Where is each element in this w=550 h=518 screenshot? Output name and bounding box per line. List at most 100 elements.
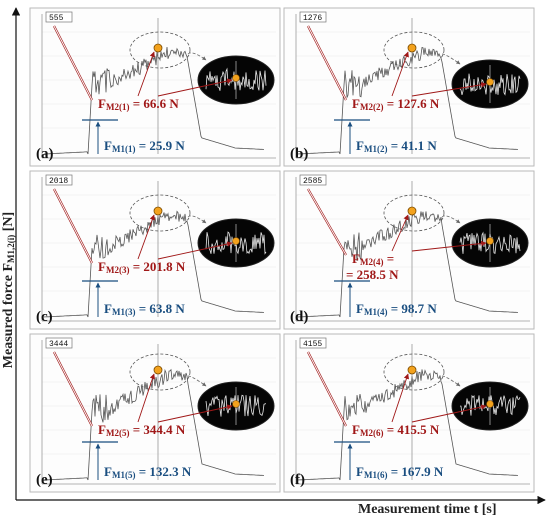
fm1-symbol: F bbox=[356, 464, 364, 479]
peak-marker bbox=[407, 206, 417, 216]
zoom-marker bbox=[232, 400, 240, 408]
readout-value: 555 bbox=[49, 14, 64, 23]
zoom-arrow bbox=[187, 215, 207, 224]
readout-box bbox=[45, 337, 73, 349]
panel-letter: (b) bbox=[290, 146, 308, 162]
fm1-subscript: M1(5) bbox=[112, 470, 136, 480]
readout-box bbox=[299, 174, 327, 186]
fm2-subscript: M2(6) bbox=[360, 428, 384, 438]
fm1-label: FM1(1) = 25.9 N bbox=[104, 138, 185, 154]
panel-letter: (f) bbox=[290, 472, 305, 488]
peak-marker bbox=[153, 43, 163, 53]
fm2-arrow-zoom bbox=[157, 78, 233, 97]
fm2-value: = 415.5 N bbox=[383, 422, 439, 437]
readout-box bbox=[45, 174, 73, 186]
fm1-label: FM1(2) = 41.1 N bbox=[356, 138, 437, 154]
fm2-arrow-inner bbox=[307, 25, 347, 101]
peak-highlight-ellipse bbox=[383, 31, 445, 69]
fm1-value: = 132.3 N bbox=[135, 464, 191, 479]
fm1-label: FM1(3) = 63.8 N bbox=[104, 301, 185, 317]
fm2-arrow-zoom bbox=[411, 82, 487, 97]
fm2-arrow-inner bbox=[53, 188, 93, 264]
fm2-value: = bbox=[383, 251, 394, 266]
fm1-symbol: F bbox=[356, 301, 364, 316]
fm1-value: = 25.9 N bbox=[135, 138, 185, 153]
fm2-value: = 66.6 N bbox=[129, 96, 179, 111]
fm2-value: = 201.8 N bbox=[129, 259, 185, 274]
peak-marker bbox=[153, 206, 163, 216]
zoom-marker bbox=[232, 74, 240, 82]
fm1-symbol: F bbox=[356, 138, 364, 153]
fm2-label: FM2(6) = 415.5 N bbox=[352, 422, 440, 438]
y-axis-label-sub: M1,2(i) bbox=[6, 235, 16, 263]
fm2-arrow-inner bbox=[307, 188, 347, 256]
fm1-value: = 167.9 N bbox=[387, 464, 443, 479]
fm1-symbol: F bbox=[104, 301, 112, 316]
fm2-arrow-peak bbox=[391, 51, 409, 97]
fm2-subscript: M2(4) bbox=[360, 257, 384, 267]
fm1-label: FM1(5) = 132.3 N bbox=[104, 464, 192, 480]
peak-highlight-ellipse bbox=[129, 31, 191, 69]
fm1-value: = 41.1 N bbox=[387, 138, 437, 153]
fm2-arrow-inner bbox=[53, 351, 93, 427]
fm2-symbol: F bbox=[352, 96, 360, 111]
force-curve bbox=[297, 369, 518, 481]
zoom-arrow bbox=[441, 215, 461, 224]
fm2-subscript: M2(2) bbox=[360, 102, 384, 112]
force-curve bbox=[297, 47, 518, 155]
readout-value: 2018 bbox=[49, 177, 68, 186]
fm1-symbol: F bbox=[104, 464, 112, 479]
peak-marker bbox=[153, 365, 163, 375]
fm1-value: = 63.8 N bbox=[135, 301, 185, 316]
fm1-label: FM1(4) = 98.7 N bbox=[356, 301, 437, 317]
fm1-subscript: M1(4) bbox=[364, 307, 388, 317]
zoom-arrow bbox=[187, 52, 207, 61]
fm2-label: FM2(3) = 201.8 N bbox=[98, 259, 186, 275]
fm1-subscript: M1(1) bbox=[112, 144, 136, 154]
zoom-marker bbox=[486, 78, 494, 86]
fm2-label: FM2(5) = 344.4 N bbox=[98, 422, 186, 438]
y-axis-label-unit: [N] bbox=[1, 212, 16, 235]
fm2-arrow-peak bbox=[137, 373, 156, 423]
peak-highlight-ellipse bbox=[383, 194, 445, 232]
fm1-subscript: M1(3) bbox=[112, 307, 136, 317]
fm2-symbol: F bbox=[352, 422, 360, 437]
fm2-value: = 127.6 N bbox=[383, 96, 439, 111]
readout-value: 1276 bbox=[303, 14, 322, 23]
zoom-marker bbox=[486, 400, 494, 408]
fm2-value: = 344.4 N bbox=[129, 422, 185, 437]
y-axis-label: Measured force FM1,2(i) [N] bbox=[1, 212, 16, 368]
fm2-arrow-inner bbox=[53, 25, 93, 101]
fm2-arrow-inner bbox=[307, 351, 347, 427]
fm1-value: = 98.7 N bbox=[387, 301, 437, 316]
readout-box bbox=[299, 11, 327, 23]
readout-box bbox=[45, 11, 73, 23]
readout-box bbox=[299, 337, 327, 349]
fm1-symbol: F bbox=[104, 138, 112, 153]
panel-letter: (a) bbox=[36, 146, 54, 162]
force-curve bbox=[43, 210, 264, 318]
peak-marker bbox=[407, 365, 417, 375]
fm2-subscript: M2(1) bbox=[106, 102, 130, 112]
fm2-arrow-zoom bbox=[411, 240, 487, 252]
fm2-label-line2: = 258.5 N bbox=[346, 267, 399, 282]
zoom-arrow bbox=[441, 375, 461, 387]
zoom-arrow bbox=[187, 375, 207, 387]
fm2-symbol: F bbox=[352, 251, 360, 266]
zoom-arrow bbox=[441, 53, 461, 65]
fm2-arrow-zoom bbox=[157, 241, 233, 260]
y-axis-label-main: Measured force F bbox=[1, 263, 16, 368]
readout-value: 3444 bbox=[49, 340, 68, 349]
readout-value: 4155 bbox=[303, 340, 322, 349]
peak-marker bbox=[407, 43, 417, 53]
fm2-arrow-zoom bbox=[411, 404, 487, 423]
fm2-arrow-peak bbox=[391, 373, 410, 423]
fm1-label: FM1(6) = 167.9 N bbox=[356, 464, 444, 480]
peak-highlight-ellipse bbox=[383, 353, 445, 391]
